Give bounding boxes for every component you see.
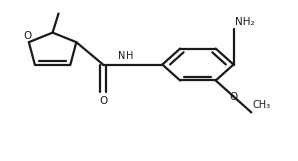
Text: O: O: [99, 96, 107, 106]
Text: CH₃: CH₃: [253, 100, 271, 110]
Text: N: N: [118, 51, 125, 61]
Text: O: O: [23, 31, 32, 41]
Text: NH₂: NH₂: [235, 17, 255, 27]
Text: H: H: [126, 51, 134, 61]
Text: O: O: [229, 92, 238, 102]
